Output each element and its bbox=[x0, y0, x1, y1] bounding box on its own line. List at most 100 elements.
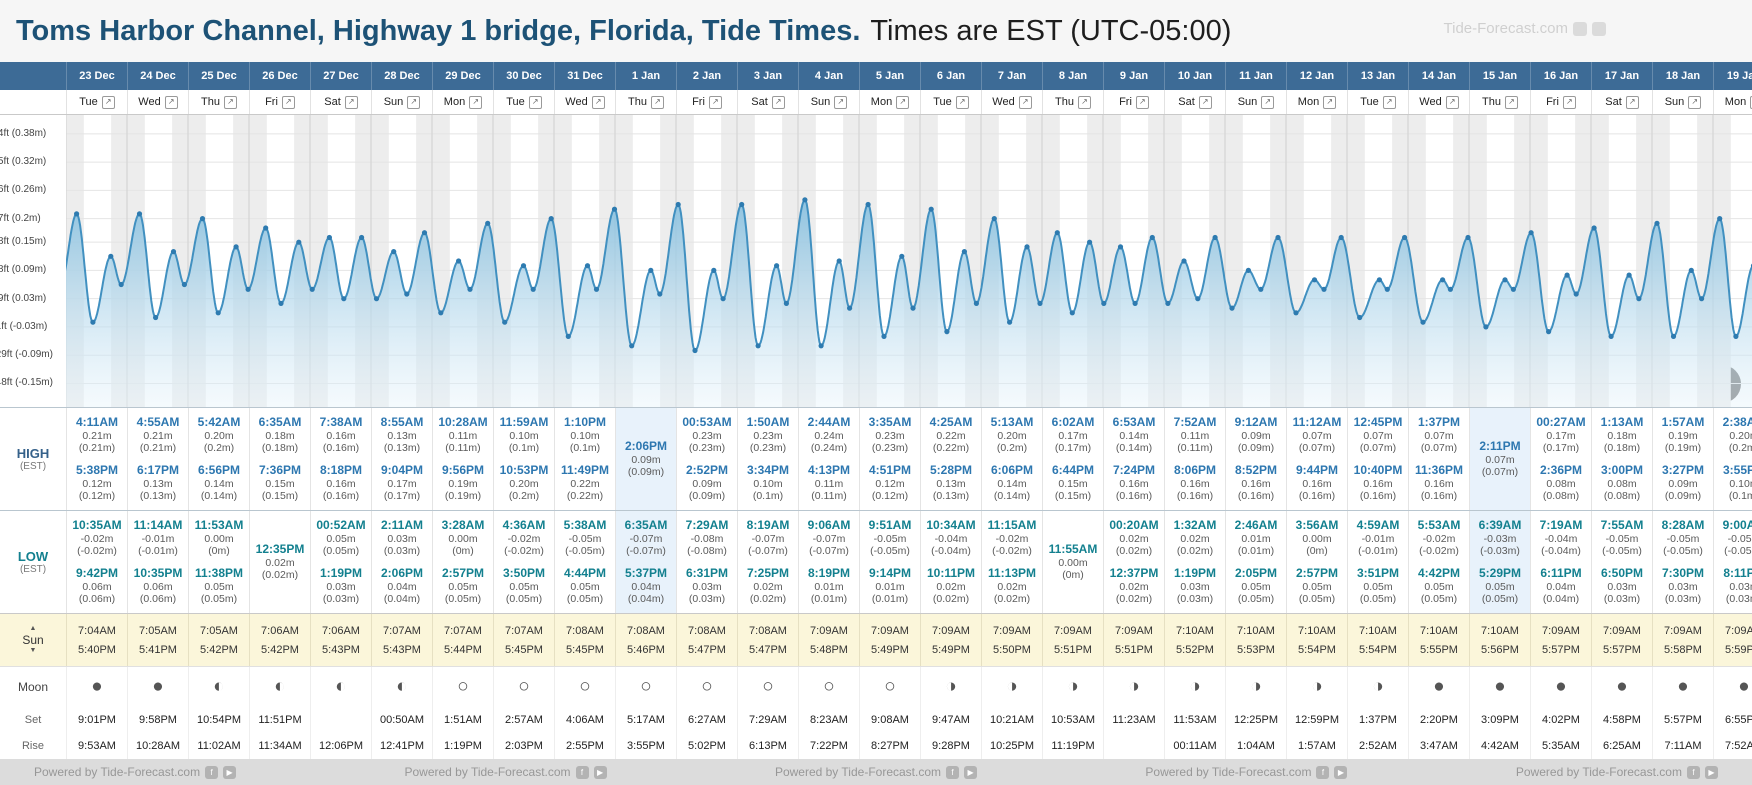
moon-phase-icon: ◑ bbox=[1067, 676, 1079, 697]
expand-day-icon[interactable]: ↗ bbox=[164, 95, 178, 109]
high-tide-entry: 6:02AM 0.17m (0.17m) bbox=[1052, 415, 1095, 455]
expand-day-icon[interactable]: ↗ bbox=[1504, 95, 1518, 109]
low-tide-entry: 8:19AM -0.07m (-0.07m) bbox=[747, 518, 790, 558]
tide-height: 0.16m bbox=[1180, 477, 1210, 490]
tide-height: 0.24m bbox=[814, 429, 844, 442]
sunrise-time: 7:08AM bbox=[749, 624, 787, 637]
expand-day-icon[interactable]: ↗ bbox=[1261, 95, 1275, 109]
expand-day-icon[interactable]: ↗ bbox=[591, 95, 605, 109]
tide-height-alt: (-0.07m) bbox=[626, 545, 666, 558]
powered-by-link[interactable]: Powered by Tide-Forecast.com bbox=[404, 765, 571, 779]
tide-height: 0.19m bbox=[1668, 429, 1698, 442]
low-tide-cell: 9:06AM -0.07m (-0.07m) 8:19PM 0.01m (0.01m) bbox=[798, 511, 859, 613]
low-tide-entry: 8:28AM -0.05m (-0.05m) bbox=[1662, 518, 1705, 558]
moonrise-time: 6:13PM bbox=[737, 733, 798, 759]
expand-day-icon[interactable]: ↗ bbox=[650, 95, 664, 109]
low-tide-entry: 10:11PM 0.02m (0.02m) bbox=[927, 566, 975, 606]
day-of-week-cell: Wed ↗ bbox=[554, 90, 615, 114]
moonset-time: 3:09PM bbox=[1469, 707, 1530, 733]
sunset-time: 5:41PM bbox=[139, 643, 177, 656]
moon-row-label: Moon bbox=[17, 680, 49, 694]
facebook-icon[interactable]: f bbox=[946, 765, 960, 779]
tide-height: 0.05m bbox=[1363, 580, 1393, 593]
tide-height-alt: (0.02m) bbox=[1176, 545, 1214, 558]
expand-day-icon[interactable]: ↗ bbox=[1323, 95, 1337, 109]
facebook-icon[interactable]: f bbox=[205, 765, 219, 779]
facebook-icon[interactable]: f bbox=[1686, 765, 1700, 779]
day-of-week-label: Wed bbox=[565, 96, 588, 108]
powered-by-link[interactable]: Powered by Tide-Forecast.com bbox=[1515, 765, 1682, 779]
powered-by-link[interactable]: Powered by Tide-Forecast.com bbox=[34, 765, 201, 779]
day-of-week-cell: Fri ↗ bbox=[1530, 90, 1591, 114]
expand-day-icon[interactable]: ↗ bbox=[1562, 95, 1576, 109]
youtube-icon[interactable]: ▶ bbox=[964, 765, 978, 779]
sun-times-cell: 7:08AM 5:47PM bbox=[737, 614, 798, 666]
tide-height-alt: (0.2m) bbox=[996, 442, 1028, 455]
date-header-cell: 12 Jan bbox=[1286, 62, 1347, 90]
moon-cell: ◑ bbox=[920, 667, 981, 707]
expand-day-icon[interactable]: ↗ bbox=[955, 95, 969, 109]
expand-day-icon[interactable]: ↗ bbox=[708, 95, 722, 109]
youtube-icon[interactable]: ▶ bbox=[593, 765, 607, 779]
tide-height: 0.01m bbox=[814, 580, 844, 593]
youtube-icon[interactable]: ▶ bbox=[1334, 765, 1348, 779]
powered-by-link[interactable]: Powered by Tide-Forecast.com bbox=[774, 765, 942, 779]
expand-day-icon[interactable]: ↗ bbox=[223, 95, 237, 109]
date-header-cell: 25 Dec bbox=[188, 62, 249, 90]
high-tide-cell: 11:12AM 0.07m (0.07m) 9:44PM 0.16m (0.16m) bbox=[1286, 408, 1347, 510]
youtube-icon[interactable]: ▶ bbox=[1704, 765, 1718, 779]
low-tide-entry: 2:57PM 0.05m (0.05m) bbox=[1296, 566, 1338, 606]
expand-day-icon[interactable]: ↗ bbox=[1135, 95, 1149, 109]
tide-height: 0.20m bbox=[1729, 429, 1752, 442]
high-tide-entry: 7:38AM 0.16m (0.16m) bbox=[320, 415, 363, 455]
low-tide-time: 2:11AM bbox=[380, 517, 424, 532]
tide-height: 0.12m bbox=[82, 477, 112, 490]
tide-height-alt: (0.14m) bbox=[1115, 442, 1153, 455]
expand-day-icon[interactable]: ↗ bbox=[344, 95, 358, 109]
high-tide-entry: 5:13AM 0.20m (0.2m) bbox=[991, 415, 1034, 455]
expand-day-icon[interactable]: ↗ bbox=[1688, 95, 1702, 109]
expand-day-icon[interactable]: ↗ bbox=[834, 95, 848, 109]
day-of-week-label: Fri bbox=[692, 96, 705, 108]
youtube-icon[interactable]: ▶ bbox=[223, 765, 237, 779]
tide-height: 0.03m bbox=[692, 580, 722, 593]
high-tide-entry: 6:06PM 0.14m (0.14m) bbox=[991, 463, 1033, 503]
moonset-time: 9:58PM bbox=[127, 707, 188, 733]
tide-height-alt: (-0.02m) bbox=[992, 545, 1032, 558]
tide-height-alt: (0.19m) bbox=[1664, 442, 1702, 455]
day-of-week-label: Sun bbox=[810, 96, 831, 108]
expand-day-icon[interactable]: ↗ bbox=[407, 95, 421, 109]
facebook-icon[interactable]: f bbox=[575, 765, 589, 779]
expand-day-icon[interactable]: ↗ bbox=[771, 95, 785, 109]
expand-day-icon[interactable]: ↗ bbox=[1625, 95, 1639, 109]
facebook-icon[interactable]: f bbox=[1316, 765, 1330, 779]
expand-day-icon[interactable]: ↗ bbox=[101, 95, 115, 109]
expand-day-icon[interactable]: ↗ bbox=[1198, 95, 1212, 109]
sunset-time: 5:45PM bbox=[566, 643, 604, 656]
expand-day-icon[interactable]: ↗ bbox=[1750, 95, 1752, 109]
expand-day-icon[interactable]: ↗ bbox=[1382, 95, 1396, 109]
y-axis-label: -0.48ft (-0.15m) bbox=[0, 377, 53, 389]
day-of-week-label: Sat bbox=[324, 96, 341, 108]
expand-day-icon[interactable]: ↗ bbox=[1077, 95, 1091, 109]
high-est-label: (EST) bbox=[19, 461, 47, 472]
date-header-cell: 1 Jan bbox=[615, 62, 676, 90]
tide-height-alt: (0.04m) bbox=[1542, 593, 1580, 606]
day-of-week-label: Sat bbox=[1605, 96, 1622, 108]
expand-day-icon[interactable]: ↗ bbox=[469, 95, 483, 109]
tide-height: 0.21m bbox=[82, 429, 112, 442]
day-of-week-label: Tue bbox=[79, 96, 98, 108]
tide-height: 0.10m bbox=[1729, 477, 1752, 490]
high-tide-cell: 1:57AM 0.19m (0.19m) 3:27PM 0.09m (0.09m) bbox=[1652, 408, 1713, 510]
expand-day-icon[interactable]: ↗ bbox=[1018, 95, 1032, 109]
low-tide-entry: 1:32AM 0.02m (0.02m) bbox=[1174, 518, 1217, 558]
moonrise-time: 10:25PM bbox=[981, 733, 1042, 759]
powered-by-link[interactable]: Powered by Tide-Forecast.com bbox=[1145, 765, 1312, 779]
expand-day-icon[interactable]: ↗ bbox=[281, 95, 295, 109]
tide-height: -0.01m bbox=[141, 532, 175, 545]
expand-day-icon[interactable]: ↗ bbox=[528, 95, 542, 109]
expand-day-icon[interactable]: ↗ bbox=[1445, 95, 1459, 109]
moonrise-time: 7:52AM bbox=[1713, 733, 1752, 759]
moon-cell: ○ bbox=[615, 667, 676, 707]
expand-day-icon[interactable]: ↗ bbox=[896, 95, 910, 109]
